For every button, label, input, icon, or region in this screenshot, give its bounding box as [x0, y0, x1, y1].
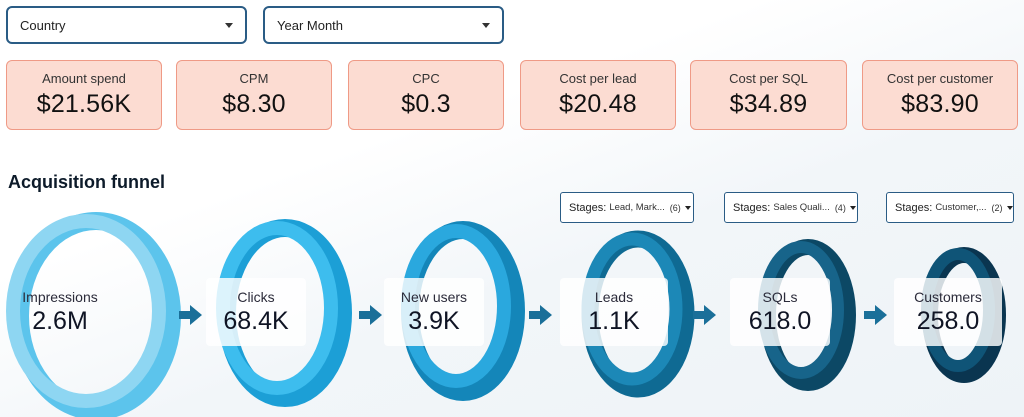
kpi-cpm: CPM $8.30	[176, 60, 332, 130]
arrow-right-icon	[179, 305, 202, 325]
kpi-value: $21.56K	[36, 90, 132, 118]
kpi-value: $83.90	[901, 90, 979, 118]
kpi-label: Cost per lead	[559, 71, 637, 86]
stage-value: 2.6M	[32, 306, 88, 335]
stage-name: Clicks	[237, 288, 275, 305]
stage-new-users: New users 3.9K	[384, 278, 484, 346]
ring-face	[6, 214, 166, 408]
kpi-label: CPM	[239, 71, 269, 86]
chevron-down-icon	[849, 205, 856, 210]
funnel-ring-impressions	[6, 212, 181, 417]
stage-name: New users	[400, 288, 468, 305]
arrow-shape	[864, 305, 887, 325]
stage-select-value: Lead, Mark...	[609, 202, 665, 213]
kpi-label: Cost per customer	[886, 71, 994, 86]
stage-select-customers[interactable]: Stages: Customer,... (2)	[886, 192, 1014, 223]
stage-name: Impressions	[22, 288, 98, 305]
kpi-value: $8.30	[222, 90, 286, 118]
kpi-label: Amount spend	[42, 71, 126, 86]
stage-value: 3.9K	[408, 306, 460, 335]
stage-select-key: Stages:	[733, 201, 771, 214]
stage-value: 618.0	[748, 306, 812, 335]
kpi-value: $0.3	[401, 90, 451, 118]
stage-select-key: Stages:	[895, 201, 933, 214]
arrow-shape	[693, 305, 716, 325]
stage-value: 68.4K	[223, 306, 289, 335]
arrow-right-icon	[693, 305, 716, 325]
arrow-right-icon	[864, 305, 887, 325]
arrow-right-icon	[359, 305, 382, 325]
stage-leads: Leads 1.1K	[560, 278, 668, 346]
stage-clicks: Clicks 68.4K	[206, 278, 306, 346]
kpi-label: CPC	[412, 71, 440, 86]
stage-value: 1.1K	[588, 306, 640, 335]
kpi-label: Cost per SQL	[729, 71, 808, 86]
stage-select-key: Stages:	[569, 201, 607, 214]
chevron-down-icon	[684, 205, 691, 210]
arrow-shape	[359, 305, 382, 325]
stage-select-value: Sales Quali...	[773, 202, 830, 213]
arrow-right-icon	[529, 305, 552, 325]
arrow-shape	[529, 305, 552, 325]
stage-customers: Customers 258.0	[894, 278, 1002, 346]
stage-select-count: (6)	[669, 202, 681, 213]
year-month-filter-label: Year Month	[277, 17, 344, 33]
section-title: Acquisition funnel	[8, 172, 165, 192]
kpi-value: $20.48	[559, 90, 637, 118]
stage-select-value: Customer,...	[935, 202, 987, 213]
arrow-shape	[179, 305, 202, 325]
kpi-cost-per-customer: Cost per customer $83.90	[862, 60, 1018, 130]
stage-impressions: Impressions 2.6M	[14, 280, 106, 344]
kpi-amount-spend: Amount spend $21.56K	[6, 60, 162, 130]
stage-name: Leads	[594, 288, 634, 305]
stage-select-count: (2)	[991, 202, 1003, 213]
chevron-down-icon	[225, 22, 233, 28]
chevron-down-icon	[482, 22, 490, 28]
country-filter[interactable]: Country	[6, 6, 247, 44]
stage-value: 258.0	[916, 306, 980, 335]
chevron-down-icon	[1006, 205, 1013, 210]
year-month-filter[interactable]: Year Month	[263, 6, 504, 44]
stage-select-leads[interactable]: Stages: Lead, Mark... (6)	[560, 192, 694, 223]
stage-select-count: (4)	[834, 202, 846, 213]
kpi-cost-per-sql: Cost per SQL $34.89	[690, 60, 847, 130]
country-filter-label: Country	[20, 17, 66, 33]
stage-name: Customers	[914, 288, 982, 305]
kpi-cost-per-lead: Cost per lead $20.48	[520, 60, 676, 130]
stage-name: SQLs	[762, 288, 798, 305]
kpi-value: $34.89	[729, 90, 808, 118]
stage-select-sqls[interactable]: Stages: Sales Quali... (4)	[724, 192, 858, 223]
kpi-cpc: CPC $0.3	[348, 60, 504, 130]
stage-sqls: SQLs 618.0	[730, 278, 830, 346]
